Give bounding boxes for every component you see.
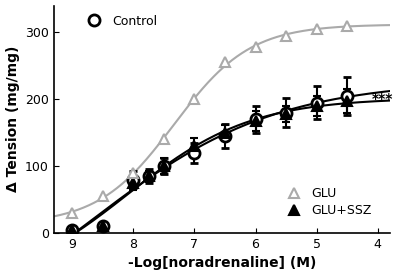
Y-axis label: Δ Tension (mg/mg): Δ Tension (mg/mg)	[6, 46, 20, 192]
Legend: GLU, GLU+SSZ: GLU, GLU+SSZ	[277, 182, 377, 222]
X-axis label: -Log[noradrenaline] (M): -Log[noradrenaline] (M)	[128, 256, 316, 270]
Text: ***: ***	[372, 92, 393, 106]
